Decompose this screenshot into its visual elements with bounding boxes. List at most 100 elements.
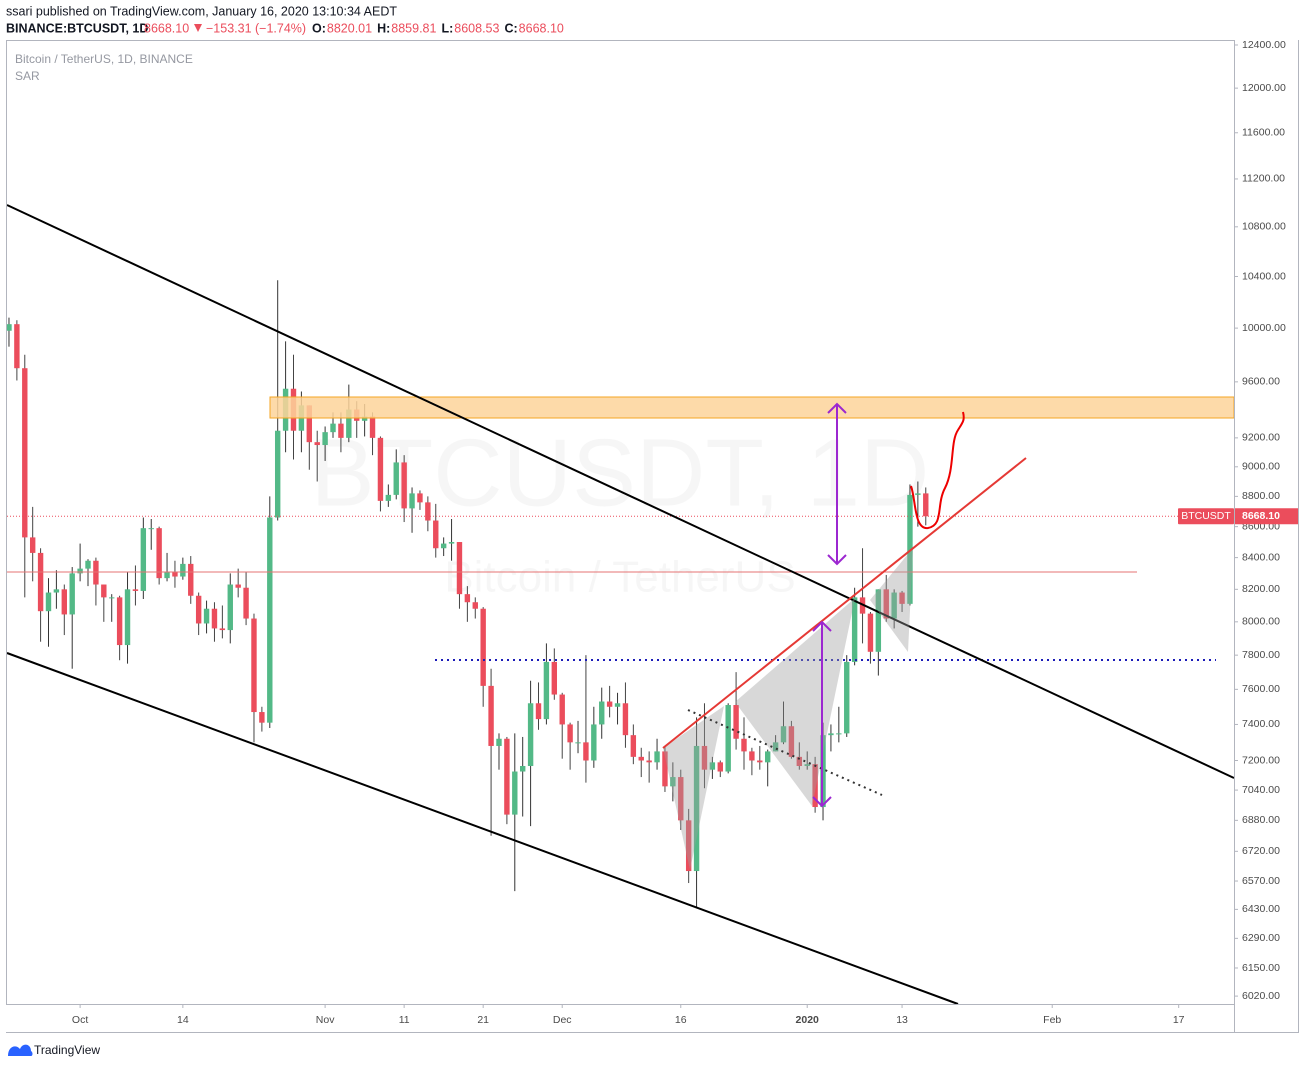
ohlc-label: O: xyxy=(312,21,326,35)
candle-body xyxy=(6,324,12,331)
ohlc-value: 8859.81 xyxy=(391,21,436,35)
y-tick-label: 9000.00 xyxy=(1242,461,1280,473)
y-tick-label: 6290.00 xyxy=(1242,932,1280,944)
y-tick-label: 7200.00 xyxy=(1242,754,1280,766)
candle-body xyxy=(480,608,486,686)
price-tag: 8668.10 xyxy=(1242,510,1280,522)
candle-body xyxy=(393,462,399,495)
ohlc-value: 8668.10 xyxy=(519,21,564,35)
logo-icon xyxy=(8,1044,33,1056)
candle-body xyxy=(306,405,313,443)
candle-body xyxy=(559,694,565,725)
y-tick-label: 11600.00 xyxy=(1242,127,1285,139)
candle-body xyxy=(29,537,36,553)
candle-body xyxy=(156,528,162,579)
candle-body xyxy=(599,701,605,725)
candle-body xyxy=(369,416,376,438)
y-tick-label: 8000.00 xyxy=(1242,616,1280,628)
y-tick-label: 9200.00 xyxy=(1242,432,1280,444)
candle-body xyxy=(812,764,818,808)
candle-body xyxy=(654,751,660,763)
hand-drawn-path xyxy=(910,411,965,529)
candle-body xyxy=(14,324,20,369)
pattern-shape xyxy=(735,598,855,806)
candle-body xyxy=(828,733,834,736)
candle-body xyxy=(780,726,787,743)
candle-body xyxy=(535,703,542,720)
candle-body xyxy=(851,597,858,662)
y-tick-label: 6570.00 xyxy=(1242,875,1280,887)
x-tick-label: 16 xyxy=(675,1014,687,1026)
candle-body xyxy=(77,568,83,574)
candle-body xyxy=(85,560,91,569)
candle-body xyxy=(891,592,897,619)
ohlc-value: 8608.53 xyxy=(454,21,499,35)
candle-body xyxy=(425,502,431,521)
candle-body xyxy=(907,494,913,604)
candle-body xyxy=(409,493,415,509)
candle-body xyxy=(219,628,226,631)
channel-top xyxy=(6,204,1235,779)
candle-body xyxy=(101,584,107,598)
price-tag-symbol-bg xyxy=(1178,508,1234,525)
y-tick-label: 10400.00 xyxy=(1242,270,1286,282)
y-tick-label: 12400.00 xyxy=(1242,39,1286,51)
y-tick-label: 7400.00 xyxy=(1242,718,1280,730)
candle-body xyxy=(251,618,257,713)
y-tick-label: 8200.00 xyxy=(1242,583,1280,595)
candle-body xyxy=(796,756,803,767)
candle-body xyxy=(227,584,233,631)
candle-body xyxy=(259,712,265,723)
ohlc-value: 8820.01 xyxy=(327,21,372,35)
candle-body xyxy=(61,589,67,615)
candle-body xyxy=(883,589,889,619)
indicator-name: SAR xyxy=(15,69,40,83)
candle-body xyxy=(172,571,178,577)
symbol-line: BINANCE:BTCUSDT, 1D 8668.10 −153.31 (−1.… xyxy=(6,21,306,35)
candle-body xyxy=(464,594,471,603)
y-tick-label: 6880.00 xyxy=(1242,814,1280,826)
candle-body xyxy=(385,494,392,501)
candle-body xyxy=(757,760,763,763)
byline: ssari published on TradingView.com, Janu… xyxy=(6,4,397,18)
candle-body xyxy=(701,745,708,770)
x-tick-label: Feb xyxy=(1043,1014,1061,1026)
candle-body xyxy=(322,432,328,446)
candle-body xyxy=(844,661,850,734)
candle-body xyxy=(472,602,478,609)
candle-body xyxy=(836,733,842,735)
pattern-shape xyxy=(870,548,913,652)
candle-body xyxy=(543,661,550,720)
candle-body xyxy=(567,724,573,743)
y-tick-label: 7040.00 xyxy=(1242,784,1280,796)
candle-body xyxy=(496,738,502,746)
candle-body xyxy=(417,493,423,503)
candle-body xyxy=(519,766,526,772)
candle-body xyxy=(433,520,439,549)
candle-body xyxy=(330,423,336,433)
drawings xyxy=(6,204,1235,1005)
change: −153.31 (−1.74%) xyxy=(206,21,306,35)
candle-body xyxy=(527,703,534,767)
candle-body xyxy=(456,542,463,595)
channel-bottom xyxy=(6,652,959,1005)
candle-body xyxy=(583,742,589,761)
candle-body xyxy=(53,589,60,593)
candle-body xyxy=(788,726,795,757)
candle-body xyxy=(575,742,581,744)
candle-body xyxy=(678,777,684,821)
y-tick-label: 10800.00 xyxy=(1242,221,1286,233)
ohlc: O: 8820.01 H: 8859.81 L: 8608.53 C: 8668.10 xyxy=(312,21,564,35)
candle-body xyxy=(401,462,407,509)
candle-body xyxy=(203,608,210,624)
x-tick-label: 17 xyxy=(1173,1014,1185,1026)
candle-body xyxy=(867,613,874,652)
candle-body xyxy=(591,724,597,761)
y-tick-label: 7600.00 xyxy=(1242,683,1280,695)
candle-body xyxy=(923,493,929,517)
watermark-sub: Bitcoin / TetherUS xyxy=(444,553,795,602)
y-tick-label: 6020.00 xyxy=(1242,990,1280,1002)
candle-body xyxy=(93,560,99,585)
candle-body xyxy=(243,587,249,619)
